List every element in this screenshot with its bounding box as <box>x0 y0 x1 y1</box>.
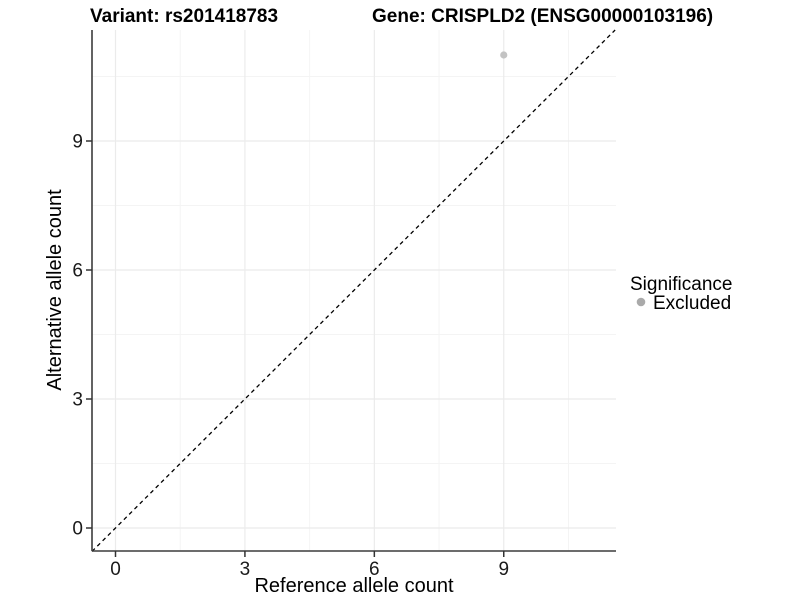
axis-ticks-group: 0 3 6 9 0 3 6 9 <box>72 132 509 581</box>
x-tick-label: 0 <box>110 559 121 580</box>
legend: Significance Excluded <box>630 274 732 314</box>
legend-excluded-point-icon <box>636 297 646 307</box>
x-axis-label: Reference allele count <box>254 575 453 597</box>
gridlines-major <box>92 30 616 551</box>
gridlines-minor <box>92 30 616 551</box>
x-tick-label: 3 <box>240 559 251 580</box>
y-tick-label: 9 <box>72 132 83 153</box>
y-tick-label: 6 <box>72 261 83 282</box>
identity-reference-line-group <box>91 29 616 552</box>
identity-dashed-line <box>91 29 616 552</box>
axis-spines <box>91 30 616 552</box>
plot-title-gene: Gene: CRISPLD2 (ENSG00000103196) <box>372 6 713 27</box>
y-tick-label: 0 <box>72 519 83 540</box>
x-tick-label: 9 <box>498 559 509 580</box>
data-points-group <box>500 51 508 59</box>
legend-entry-excluded: Excluded <box>653 293 731 314</box>
plot-title-variant: Variant: rs201418783 <box>90 6 278 27</box>
y-axis-label: Alternative allele count <box>44 189 66 391</box>
x-tick-label: 6 <box>369 559 380 580</box>
data-point-excluded <box>500 51 508 59</box>
y-tick-label: 3 <box>72 390 83 411</box>
legend-title: Significance <box>630 274 732 295</box>
